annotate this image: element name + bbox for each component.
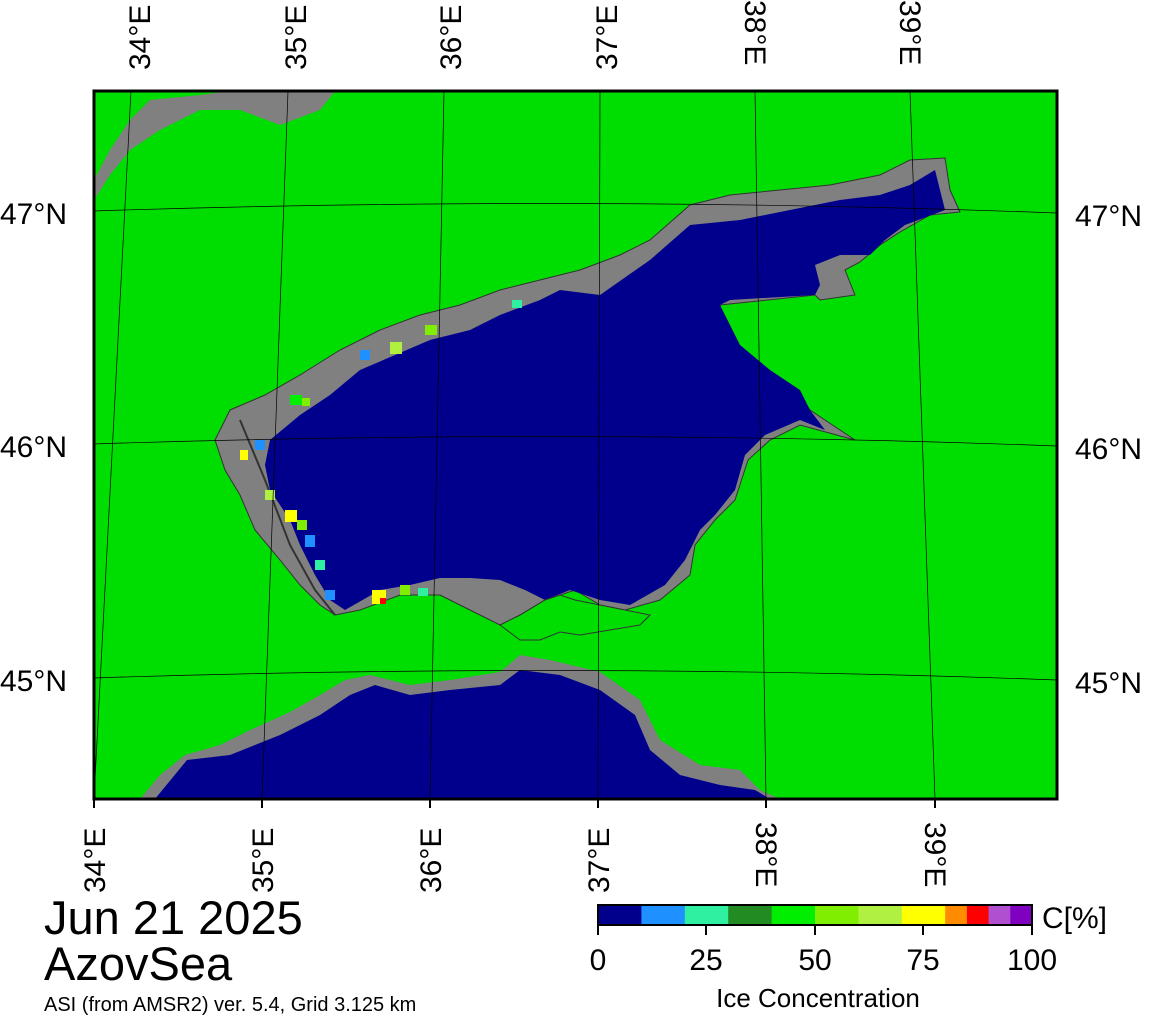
colorbar-tick-label-0: 0 [590, 944, 607, 977]
right-lat-label-46: 46°N [1075, 433, 1142, 466]
colorbar-swatch [815, 905, 838, 925]
top-lon-label-35: 35°E [280, 5, 313, 70]
bottom-lon-label-38: 38°E [749, 822, 782, 887]
colorbar-swatch [728, 905, 751, 925]
left-lat-label-45: 45°N [0, 665, 67, 698]
bottom-lon-label-39: 39°E [918, 822, 951, 887]
bottom-lon-label-37: 37°E [583, 828, 616, 893]
bottom-lon-label-35: 35°E [247, 828, 280, 893]
colorbar-swatch [706, 905, 729, 925]
bottom-ticks [93, 799, 936, 808]
colorbar-tick-label-50: 50 [798, 944, 831, 977]
source-label: ASI (from AMSR2) ver. 5.4, Grid 3.125 km [44, 994, 417, 1016]
left-lat-label-47: 47°N [0, 198, 67, 231]
colorbar-swatch [663, 905, 686, 925]
right-lat-label-45: 45°N [1075, 667, 1142, 700]
left-lat-labels: 47°N 46°N 45°N [0, 198, 67, 698]
colorbar-swatch [771, 905, 794, 925]
colorbar-unit: C[%] [1042, 902, 1107, 935]
ice-pixels [240, 300, 522, 604]
azov-sea [265, 170, 945, 610]
kerch-peninsula [499, 594, 652, 641]
colorbar-tick-label-75: 75 [906, 944, 939, 977]
top-lon-label-36: 36°E [435, 5, 468, 70]
arabat-spit [239, 419, 336, 616]
top-lon-label-38: 38°E [738, 0, 771, 65]
bottom-lon-label-36: 36°E [415, 828, 448, 893]
graticule [93, 90, 1058, 800]
colorbar-title: Ice Concentration [716, 983, 920, 1013]
colorbar-tick-label-25: 25 [689, 944, 722, 977]
right-lat-label-47: 47°N [1075, 200, 1142, 233]
colorbar-ticks [597, 925, 1033, 935]
colorbar-swatch [945, 905, 968, 925]
colorbar-swatch [858, 905, 881, 925]
map-frame [92, 89, 1059, 801]
colorbar: 0 25 50 75 100 C[%] Ice Concentration [590, 902, 1107, 1013]
colorbar-swatch [619, 905, 642, 925]
colorbar-swatch [988, 905, 1011, 925]
colorbar-swatch [1010, 905, 1033, 925]
top-lon-label-34: 34°E [124, 5, 157, 70]
colorbar-tick-label-100: 100 [1007, 944, 1057, 977]
colorbar-swatch [836, 905, 859, 925]
bottom-lon-label-34: 34°E [79, 828, 112, 893]
colorbar-swatch [901, 905, 924, 925]
region-label: AzovSea [44, 937, 233, 990]
colorbar-swatch [880, 905, 903, 925]
colorbar-swatches [598, 905, 1033, 925]
colorbar-swatch [966, 905, 990, 925]
colorbar-swatch [684, 905, 707, 925]
colorbar-swatch [793, 905, 816, 925]
date-label: Jun 21 2025 [44, 891, 303, 944]
colorbar-swatch [641, 905, 664, 925]
right-lat-labels: 47°N 46°N 45°N [1075, 200, 1142, 700]
left-lat-label-46: 46°N [0, 431, 67, 464]
top-lon-labels: 34°E 35°E 36°E 37°E 38°E 39°E [124, 0, 926, 70]
colorbar-swatch [749, 905, 773, 925]
colorbar-swatch [598, 905, 621, 925]
black-sea-water [155, 670, 770, 799]
dnieper-estuary [94, 91, 335, 200]
bottom-lon-labels: 34°E 35°E 36°E 37°E 38°E 39°E [79, 822, 951, 893]
top-lon-label-37: 37°E [591, 5, 624, 70]
colorbar-swatch [923, 905, 946, 925]
map-panel [92, 89, 1059, 808]
top-lon-label-39: 39°E [893, 0, 926, 65]
